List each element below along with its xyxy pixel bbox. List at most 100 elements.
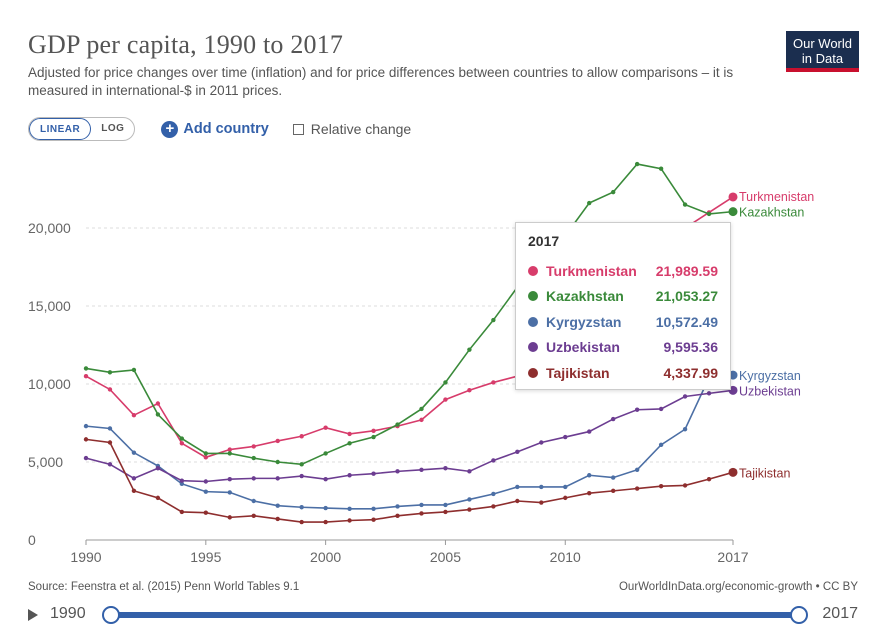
data-point[interactable] [419, 511, 424, 516]
data-point[interactable] [682, 202, 688, 207]
data-point[interactable] [155, 412, 161, 417]
data-point[interactable] [728, 467, 738, 477]
owid-logo[interactable]: Our World in Data [786, 31, 859, 72]
data-point[interactable] [395, 422, 400, 427]
data-point[interactable] [706, 391, 712, 396]
data-point[interactable] [371, 517, 376, 522]
data-point[interactable] [155, 401, 161, 406]
relative-change-toggle[interactable]: Relative change [292, 121, 411, 137]
data-point[interactable] [610, 475, 616, 480]
data-point[interactable] [467, 388, 472, 393]
data-point[interactable] [179, 441, 185, 446]
data-point[interactable] [371, 506, 376, 511]
data-point[interactable] [563, 484, 568, 490]
data-point[interactable] [179, 478, 185, 483]
data-point[interactable] [682, 483, 688, 488]
data-point[interactable] [491, 458, 496, 463]
data-point[interactable] [275, 516, 280, 522]
data-point[interactable] [251, 444, 256, 449]
series-line[interactable] [85, 438, 734, 523]
data-point[interactable] [275, 503, 280, 508]
data-point[interactable] [83, 455, 89, 461]
data-point[interactable] [155, 495, 161, 501]
data-point[interactable] [371, 434, 376, 440]
data-point[interactable] [299, 473, 304, 479]
data-point[interactable] [443, 397, 448, 402]
data-point[interactable] [299, 462, 304, 467]
data-point[interactable] [658, 442, 664, 448]
credit-link[interactable]: OurWorldInData.org/economic-growth • CC … [618, 581, 858, 593]
data-point[interactable] [467, 507, 472, 512]
data-point[interactable] [179, 509, 185, 515]
data-point[interactable] [395, 513, 400, 519]
data-point[interactable] [131, 476, 137, 481]
timeline-start-handle[interactable] [102, 606, 120, 624]
data-point[interactable] [179, 436, 185, 441]
data-point[interactable] [539, 440, 544, 445]
data-point[interactable] [634, 467, 640, 472]
data-point[interactable] [515, 484, 520, 490]
data-point[interactable] [467, 497, 472, 502]
data-point[interactable] [347, 473, 352, 478]
data-point[interactable] [443, 466, 448, 471]
data-point[interactable] [419, 502, 424, 508]
data-point[interactable] [515, 449, 520, 455]
data-point[interactable] [323, 425, 328, 430]
data-point[interactable] [203, 451, 209, 456]
data-point[interactable] [251, 498, 256, 504]
data-point[interactable] [107, 370, 113, 375]
data-point[interactable] [251, 476, 256, 481]
data-point[interactable] [706, 211, 712, 217]
data-point[interactable] [443, 502, 448, 508]
data-point[interactable] [323, 476, 328, 482]
data-point[interactable] [634, 161, 640, 167]
source-note[interactable]: Source: Feenstra et al. (2015) Penn Worl… [28, 581, 300, 593]
data-point[interactable] [371, 428, 376, 433]
data-point[interactable] [131, 488, 137, 494]
data-point[interactable] [107, 426, 113, 431]
data-point[interactable] [83, 374, 89, 379]
data-point[interactable] [227, 515, 232, 520]
data-point[interactable] [83, 437, 89, 442]
data-point[interactable] [682, 427, 688, 432]
data-point[interactable] [419, 467, 424, 472]
data-point[interactable] [347, 431, 352, 437]
data-point[interactable] [587, 491, 592, 496]
data-point[interactable] [107, 440, 113, 445]
data-point[interactable] [227, 476, 232, 482]
data-point[interactable] [419, 406, 424, 412]
series-line[interactable] [85, 389, 734, 483]
data-point[interactable] [491, 491, 496, 497]
data-point[interactable] [203, 510, 209, 515]
data-point[interactable] [323, 451, 328, 456]
play-icon[interactable] [28, 609, 38, 621]
data-point[interactable] [299, 505, 304, 510]
series-line[interactable] [85, 374, 734, 510]
data-point[interactable] [203, 489, 209, 494]
data-point[interactable] [728, 192, 738, 202]
data-point[interactable] [83, 366, 89, 371]
data-point[interactable] [515, 498, 520, 504]
data-point[interactable] [251, 513, 256, 519]
relative-change-checkbox[interactable] [292, 123, 304, 135]
data-point[interactable] [323, 519, 328, 525]
data-point[interactable] [131, 367, 137, 373]
data-point[interactable] [275, 459, 280, 465]
data-point[interactable] [347, 518, 352, 523]
data-point[interactable] [467, 347, 472, 352]
data-point[interactable] [227, 490, 232, 495]
data-point[interactable] [107, 462, 113, 467]
data-point[interactable] [706, 476, 712, 482]
data-point[interactable] [658, 406, 664, 412]
data-point[interactable] [563, 434, 568, 440]
data-point[interactable] [587, 200, 592, 206]
data-point[interactable] [634, 486, 640, 491]
data-point[interactable] [227, 451, 232, 456]
data-point[interactable] [728, 207, 738, 217]
data-point[interactable] [658, 166, 664, 171]
data-point[interactable] [275, 438, 280, 444]
data-point[interactable] [563, 495, 568, 501]
data-point[interactable] [299, 434, 304, 439]
data-point[interactable] [491, 380, 496, 385]
timeline-track[interactable] [108, 612, 798, 618]
